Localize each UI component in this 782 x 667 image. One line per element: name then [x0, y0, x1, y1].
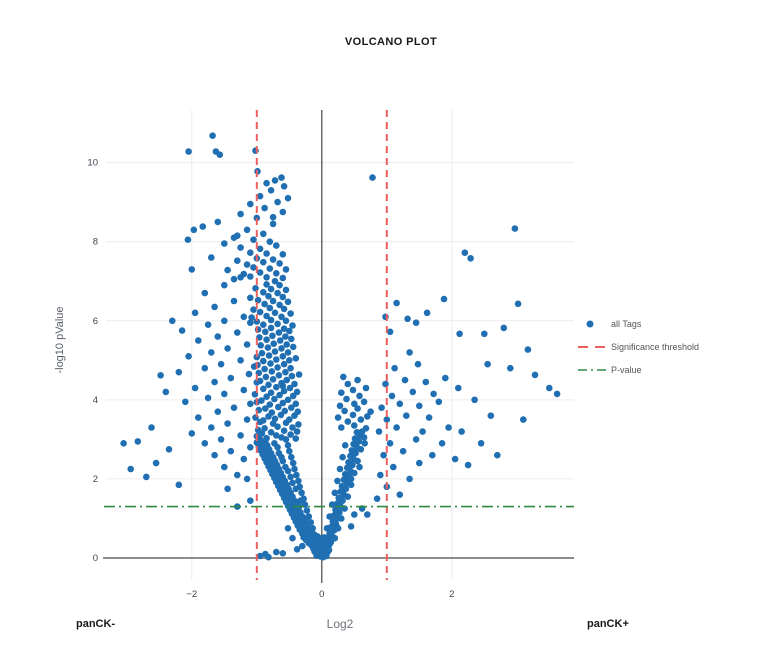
threshold-lines: [104, 110, 574, 580]
legend-label: Significance threshold: [611, 341, 700, 352]
legend-label: P-value: [611, 364, 642, 375]
blue-dot-marker-icon: [586, 320, 594, 327]
group-label-positive: panCK+: [587, 618, 629, 630]
svg-text:−2: −2: [186, 589, 197, 600]
legend-label: all Tags: [611, 318, 642, 329]
axis-lines: [103, 110, 574, 583]
svg-text:2: 2: [449, 589, 454, 600]
legend-item-pvalue: P-value: [577, 358, 699, 381]
green-dashdot-line-icon: [578, 368, 606, 371]
scatter-points: [120, 132, 561, 561]
svg-text:8: 8: [93, 237, 98, 248]
svg-text:2: 2: [93, 474, 98, 485]
x-axis-title: Log2: [326, 617, 354, 631]
legend-item-significance-threshold: Significance threshold: [577, 335, 699, 358]
svg-text:0: 0: [319, 589, 324, 600]
svg-text:4: 4: [93, 395, 98, 406]
legend: all Tags Significance threshold P-value: [577, 312, 699, 381]
svg-text:6: 6: [93, 316, 98, 327]
group-label-negative: panCK-: [76, 618, 116, 630]
svg-text:10: 10: [87, 158, 98, 169]
svg-text:0: 0: [93, 553, 98, 564]
red-dashed-line-icon: [578, 345, 606, 348]
legend-item-all-tags: all Tags: [577, 312, 699, 335]
chart-title: VOLCANO PLOT: [344, 36, 438, 48]
y-axis-title: -log10 pValue: [54, 306, 66, 374]
tick-labels: 0 2 4 6 8 10 −2 0 2: [87, 158, 454, 600]
